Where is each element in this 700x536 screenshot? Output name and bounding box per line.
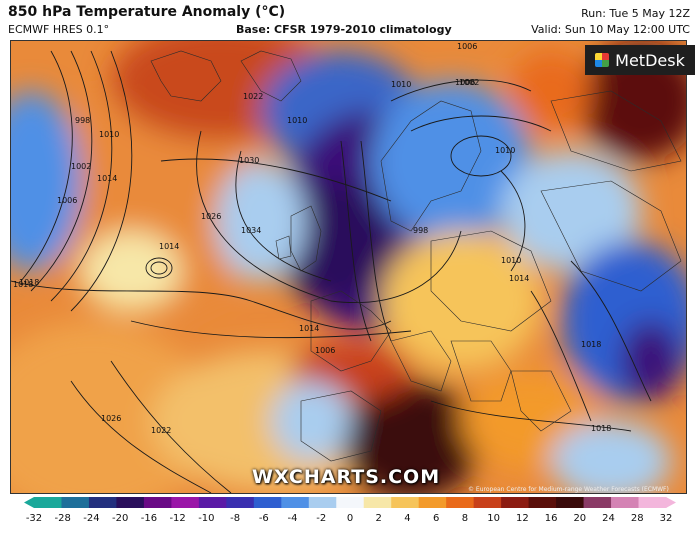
- colorbar-ticks: -32 -28 -24 -20 -16 -12 -10 -8 -6 -4 -2 0 2 4 6 8 10 12 16…: [24, 513, 676, 527]
- colorbar-cell: [418, 497, 447, 508]
- isobar-label: 998: [75, 116, 90, 125]
- chart-title: 850 hPa Temperature Anomaly (°C): [8, 4, 286, 20]
- colorbar-cell: [473, 497, 502, 508]
- isobar-label: 1002: [71, 162, 91, 171]
- colorbar-tick-label: 28: [630, 513, 644, 524]
- colorbar-cell: [308, 497, 337, 508]
- metdesk-logo: MetDesk: [585, 45, 695, 75]
- colorbar-tick-label: 8: [461, 513, 469, 524]
- isobar-label: 1006: [315, 346, 335, 355]
- colorbar: [24, 497, 676, 508]
- colorbar-tick-label: 32: [659, 513, 673, 524]
- colorbar-cell: [446, 497, 475, 508]
- isobars: [11, 50, 652, 493]
- colorbar-tick-label: 10: [487, 513, 500, 524]
- isobar-label: 1010: [495, 146, 515, 155]
- map-svg: 1018 1022 1010 998 1002 1006 1014 1010 1…: [11, 41, 686, 493]
- colorbar-cell: [88, 497, 117, 508]
- colorbar-cell: [556, 497, 585, 508]
- colorbar-cell: [143, 497, 172, 508]
- isobar-label: 1010: [391, 80, 411, 89]
- colorbar-tick-label: -28: [54, 513, 71, 524]
- colorbar-tick-label: -6: [258, 513, 269, 524]
- colorbar-cell: [61, 497, 90, 508]
- isobar-label: 1002: [459, 78, 479, 87]
- isobar-label: 1018: [19, 278, 39, 287]
- ecmwf-credit: © European Centre for Medium-range Weath…: [468, 486, 669, 493]
- isobar-label: 1022: [243, 92, 263, 101]
- colorbar-cell: [171, 497, 200, 508]
- wxcharts-watermark: WXCHARTS.COM: [252, 466, 441, 488]
- metdesk-logo-text: MetDesk: [615, 50, 685, 70]
- isobar-label: 1026: [201, 212, 221, 221]
- isobar-label: 1010: [287, 116, 307, 125]
- isobar-label: 998: [413, 226, 428, 235]
- colorbar-tick-label: 24: [602, 513, 615, 524]
- colorbar-cell: [281, 497, 310, 508]
- anomaly-map: 1018 1022 1010 998 1002 1006 1014 1010 1…: [10, 40, 687, 494]
- chart-header: 850 hPa Temperature Anomaly (°C) ECMWF H…: [0, 0, 700, 40]
- valid-label: Valid: Sun 10 May 12:00 UTC: [531, 23, 690, 36]
- run-label: Run: Tue 5 May 12Z: [581, 7, 690, 20]
- colorbar-tick-label: -12: [169, 513, 186, 524]
- colorbar-tick-label: -20: [112, 513, 129, 524]
- isobar-label: 1018: [581, 340, 601, 349]
- colorbar-tick-label: 12: [515, 513, 529, 524]
- colorbar-cell: [198, 497, 227, 508]
- colorbar-cell: [336, 497, 365, 508]
- isobar-label: 1014: [299, 324, 319, 333]
- colorbar-tick-label: 6: [432, 513, 440, 524]
- colorbar-max-arrow: [666, 497, 676, 508]
- colorbar-tick-label: -24: [83, 513, 100, 524]
- colorbar-tick-label: 0: [346, 513, 354, 524]
- isobar-label: 1026: [101, 414, 121, 423]
- colorbar-cell: [253, 497, 282, 508]
- colorbar-tick-label: -8: [230, 513, 241, 524]
- colorbar-cell: [583, 497, 612, 508]
- colorbar-min-arrow: [24, 497, 34, 508]
- colorbar-tick-label: -32: [25, 513, 43, 524]
- isobar-label: 1030: [239, 156, 259, 165]
- colorbar-tick-label: 16: [544, 513, 558, 524]
- colorbar-tick-label: -4: [287, 513, 298, 524]
- isobar-label: 1014: [97, 174, 117, 183]
- colorbar-tick-label: 2: [375, 513, 382, 524]
- isobar-label: 1006: [57, 196, 77, 205]
- colorbar-cell: [611, 497, 640, 508]
- colorbar-tick-label: -10: [198, 513, 215, 524]
- colorbar-cell: [501, 497, 530, 508]
- isobar-label: 1010: [501, 256, 521, 265]
- metdesk-logo-icon: [595, 53, 610, 67]
- colorbar-cell: [363, 497, 392, 508]
- colorbar-tick-label: -2: [316, 513, 327, 524]
- isobar-label: 1018: [591, 424, 611, 433]
- isobar-label: 1006: [457, 42, 477, 51]
- isobar-label: 1014: [509, 274, 529, 283]
- colorbar-cell: [226, 497, 255, 508]
- isobar-labels: 1018 1022 1010 998 1002 1006 1014 1010 1…: [13, 42, 611, 435]
- model-label: ECMWF HRES 0.1°: [8, 23, 110, 36]
- base-label: Base: CFSR 1979-2010 climatology: [236, 23, 452, 36]
- colorbar-cell: [638, 497, 667, 508]
- isobar-label: 1014: [159, 242, 179, 251]
- colorbar-cell: [34, 497, 62, 508]
- colorbar-cell: [116, 497, 145, 508]
- isobar-label: 1018: [13, 280, 33, 289]
- colorbar-cell: [528, 497, 557, 508]
- isobar-label: 1006: [455, 78, 475, 87]
- isobar-label: 1034: [241, 226, 261, 235]
- isobar-label: 1010: [99, 130, 119, 139]
- colorbar-tick-label: -16: [140, 513, 158, 524]
- coastlines: [150, 50, 682, 462]
- isobar-label: 1022: [151, 426, 171, 435]
- colorbar-cell: [391, 497, 420, 508]
- colorbar-tick-label: 20: [573, 513, 587, 524]
- colorbar-tick-label: 4: [404, 513, 411, 524]
